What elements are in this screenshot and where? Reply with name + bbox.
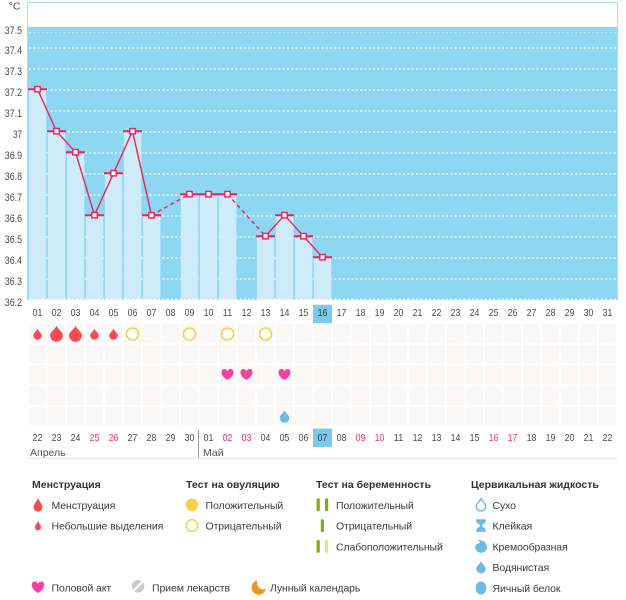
svg-text:21: 21 — [584, 432, 594, 444]
svg-text:13: 13 — [261, 307, 271, 319]
svg-text:Апрель: Апрель — [30, 447, 66, 459]
svg-text:10: 10 — [375, 432, 385, 444]
svg-text:Положительный: Положительный — [336, 500, 414, 512]
svg-text:20: 20 — [394, 307, 404, 319]
svg-text:19: 19 — [375, 307, 385, 319]
svg-text:22: 22 — [603, 432, 613, 444]
svg-text:Клейкая: Клейкая — [493, 521, 533, 533]
svg-text:Тест на овуляцию: Тест на овуляцию — [186, 479, 280, 491]
svg-text:Май: Май — [203, 447, 224, 459]
svg-text:Половой акт: Половой акт — [52, 583, 112, 595]
svg-text:02: 02 — [52, 307, 62, 319]
svg-text:30: 30 — [185, 432, 195, 444]
svg-text:12: 12 — [413, 432, 423, 444]
svg-text:19: 19 — [546, 432, 556, 444]
svg-text:Сухо: Сухо — [493, 500, 517, 512]
svg-text:16: 16 — [489, 432, 499, 444]
svg-text:01: 01 — [204, 432, 214, 444]
svg-text:Небольшие выделения: Небольшие выделения — [52, 521, 164, 533]
svg-text:°C: °C — [9, 1, 21, 13]
svg-text:Менструация: Менструация — [32, 479, 101, 491]
svg-text:06: 06 — [128, 307, 138, 319]
svg-text:11: 11 — [394, 432, 404, 444]
svg-text:37.5: 37.5 — [5, 25, 22, 37]
svg-text:Отрицательный: Отрицательный — [206, 521, 282, 533]
svg-text:10: 10 — [204, 307, 214, 319]
svg-text:26: 26 — [508, 307, 518, 319]
svg-text:Лунный календарь: Лунный календарь — [270, 583, 361, 595]
svg-text:Менструация: Менструация — [52, 500, 116, 512]
svg-text:05: 05 — [109, 307, 119, 319]
svg-text:07: 07 — [318, 432, 328, 444]
svg-text:Слабоположительный: Слабоположительный — [336, 541, 443, 553]
svg-text:12: 12 — [242, 307, 252, 319]
svg-text:30: 30 — [584, 307, 594, 319]
svg-text:09: 09 — [185, 307, 195, 319]
svg-text:36.8: 36.8 — [5, 171, 22, 183]
svg-text:22: 22 — [33, 432, 43, 444]
svg-text:36.5: 36.5 — [5, 234, 22, 246]
svg-text:15: 15 — [470, 432, 480, 444]
svg-text:22: 22 — [432, 307, 442, 319]
svg-text:03: 03 — [242, 432, 252, 444]
svg-text:28: 28 — [147, 432, 157, 444]
svg-text:36.4: 36.4 — [5, 255, 22, 267]
svg-text:13: 13 — [432, 432, 442, 444]
svg-text:25: 25 — [90, 432, 100, 444]
svg-text:27: 27 — [527, 307, 537, 319]
svg-text:16: 16 — [318, 307, 328, 319]
svg-text:03: 03 — [71, 307, 81, 319]
svg-text:Положительный: Положительный — [206, 500, 284, 512]
svg-text:Цервикальная жидкость: Цервикальная жидкость — [471, 479, 599, 491]
svg-text:Яичный белок: Яичный белок — [493, 583, 561, 595]
svg-text:14: 14 — [451, 432, 461, 444]
svg-text:Водянистая: Водянистая — [493, 562, 550, 574]
svg-text:36.9: 36.9 — [5, 150, 22, 162]
svg-text:06: 06 — [299, 432, 309, 444]
svg-text:24: 24 — [71, 432, 81, 444]
svg-text:Кремообразная: Кремообразная — [493, 541, 568, 553]
svg-text:Отрицательный: Отрицательный — [336, 521, 412, 533]
svg-text:28: 28 — [546, 307, 556, 319]
svg-text:20: 20 — [565, 432, 575, 444]
svg-text:17: 17 — [337, 307, 347, 319]
svg-text:29: 29 — [565, 307, 575, 319]
svg-text:23: 23 — [52, 432, 62, 444]
svg-text:25: 25 — [489, 307, 499, 319]
svg-text:36.3: 36.3 — [5, 276, 22, 288]
svg-text:08: 08 — [337, 432, 347, 444]
svg-text:02: 02 — [223, 432, 233, 444]
svg-text:08: 08 — [166, 307, 176, 319]
svg-text:37.3: 37.3 — [5, 66, 22, 78]
svg-text:Тест на беременность: Тест на беременность — [316, 479, 432, 491]
svg-text:37.4: 37.4 — [5, 45, 22, 57]
svg-text:04: 04 — [261, 432, 271, 444]
svg-text:07: 07 — [147, 307, 157, 319]
svg-text:37: 37 — [13, 129, 22, 141]
svg-text:01: 01 — [33, 307, 43, 319]
svg-text:18: 18 — [356, 307, 366, 319]
svg-text:15: 15 — [299, 307, 309, 319]
svg-text:27: 27 — [128, 432, 138, 444]
svg-text:11: 11 — [223, 307, 233, 319]
svg-text:23: 23 — [451, 307, 461, 319]
svg-text:36.7: 36.7 — [5, 192, 22, 204]
svg-text:09: 09 — [356, 432, 366, 444]
svg-text:29: 29 — [166, 432, 176, 444]
svg-text:18: 18 — [527, 432, 537, 444]
svg-text:24: 24 — [470, 307, 480, 319]
svg-text:26: 26 — [109, 432, 119, 444]
svg-text:14: 14 — [280, 307, 290, 319]
svg-text:37.2: 37.2 — [5, 87, 22, 99]
svg-text:31: 31 — [603, 307, 613, 319]
svg-text:36.6: 36.6 — [5, 213, 22, 225]
svg-text:05: 05 — [280, 432, 290, 444]
svg-text:17: 17 — [508, 432, 518, 444]
svg-text:04: 04 — [90, 307, 100, 319]
svg-text:37.1: 37.1 — [5, 108, 22, 120]
svg-text:21: 21 — [413, 307, 423, 319]
svg-text:36.2: 36.2 — [5, 297, 22, 309]
svg-text:Прием лекарств: Прием лекарств — [152, 583, 230, 595]
